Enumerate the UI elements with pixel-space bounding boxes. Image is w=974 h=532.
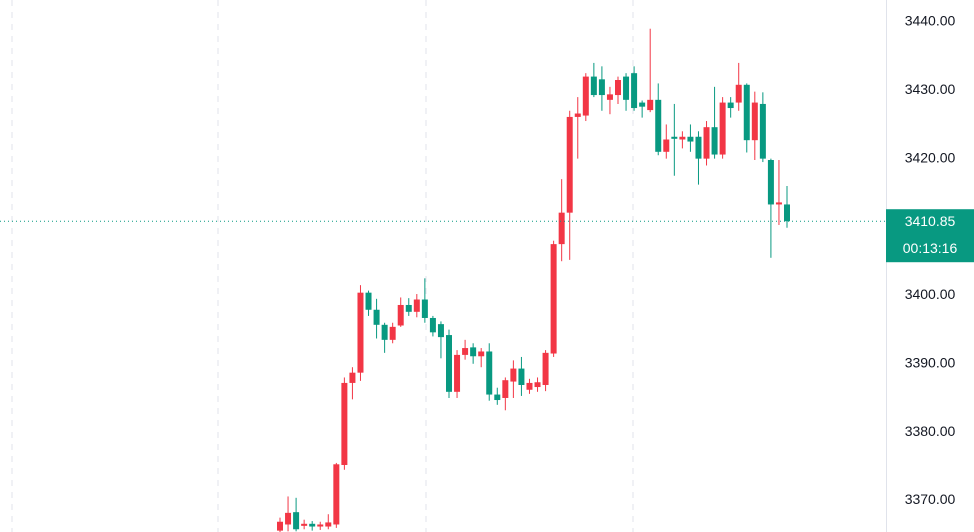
candle-body bbox=[711, 127, 718, 155]
candle-body bbox=[397, 304, 404, 326]
candle-body bbox=[784, 204, 790, 222]
candle-body bbox=[277, 521, 283, 531]
candle-body bbox=[437, 324, 444, 338]
last-price-label: 3410.85 bbox=[905, 213, 956, 229]
candle-body bbox=[574, 113, 581, 117]
candle-body bbox=[446, 335, 452, 392]
candle-body bbox=[679, 136, 686, 140]
candle-body bbox=[582, 76, 589, 116]
candle-body bbox=[405, 304, 412, 312]
candle-body bbox=[695, 136, 702, 159]
candle-body bbox=[341, 382, 348, 465]
candle-body bbox=[462, 348, 469, 355]
y-tick-label: 3420.00 bbox=[905, 149, 956, 165]
candle-body bbox=[381, 324, 388, 340]
candle-body bbox=[470, 347, 477, 357]
candle-body bbox=[301, 523, 308, 526]
candle-body bbox=[558, 212, 565, 245]
candle-body bbox=[735, 84, 742, 103]
candle-body bbox=[671, 136, 678, 139]
candle-body bbox=[703, 127, 710, 159]
candle-body bbox=[293, 512, 300, 530]
candle-body bbox=[751, 102, 758, 141]
candle-body bbox=[727, 102, 734, 109]
countdown-label: 00:13:16 bbox=[903, 240, 958, 256]
candle-body bbox=[373, 309, 380, 325]
candle-body bbox=[566, 116, 573, 213]
candle-body bbox=[542, 352, 549, 385]
y-tick-label: 3380.00 bbox=[905, 423, 956, 439]
candle-body bbox=[719, 102, 726, 155]
candle-body bbox=[615, 80, 621, 96]
y-tick-label: 3390.00 bbox=[905, 354, 956, 370]
candle-body bbox=[510, 368, 517, 382]
last-price-tag bbox=[886, 209, 974, 263]
candle-body bbox=[309, 523, 316, 527]
y-tick-label: 3370.00 bbox=[905, 491, 956, 507]
candle-body bbox=[478, 351, 485, 357]
candle-body bbox=[365, 292, 372, 310]
candle-body bbox=[590, 76, 597, 96]
candle-body bbox=[647, 99, 654, 111]
candle-body bbox=[421, 299, 428, 318]
candle-body bbox=[775, 202, 782, 205]
candle-body bbox=[502, 380, 509, 398]
candle-body bbox=[598, 79, 605, 96]
candle-body bbox=[325, 522, 332, 527]
candle-body bbox=[767, 160, 774, 205]
candle-body bbox=[389, 326, 396, 340]
candle-body bbox=[429, 317, 436, 333]
candle-body bbox=[357, 292, 364, 373]
candle-body bbox=[333, 464, 340, 525]
y-tick-label: 3400.00 bbox=[905, 286, 956, 302]
candle-body bbox=[494, 394, 501, 401]
candle-body bbox=[285, 512, 292, 525]
candle-body bbox=[550, 244, 557, 354]
candle-body bbox=[317, 524, 324, 527]
candle-body bbox=[526, 382, 533, 390]
candle-body bbox=[631, 73, 638, 109]
candle-body bbox=[655, 99, 662, 152]
candle-body bbox=[454, 354, 461, 392]
candle-body bbox=[687, 136, 694, 142]
candle-body bbox=[534, 382, 541, 388]
candle-body bbox=[518, 368, 525, 385]
candle-body bbox=[759, 103, 766, 159]
y-tick-label: 3430.00 bbox=[905, 81, 956, 97]
candle-body bbox=[663, 139, 670, 152]
candle-body bbox=[413, 299, 420, 312]
candle-body bbox=[743, 84, 750, 141]
candle-body bbox=[606, 94, 613, 100]
y-tick-label: 3440.00 bbox=[905, 13, 956, 29]
candle-body bbox=[639, 102, 646, 107]
candle-body bbox=[486, 351, 493, 395]
candle-body bbox=[623, 76, 630, 100]
candle-body bbox=[349, 372, 356, 383]
